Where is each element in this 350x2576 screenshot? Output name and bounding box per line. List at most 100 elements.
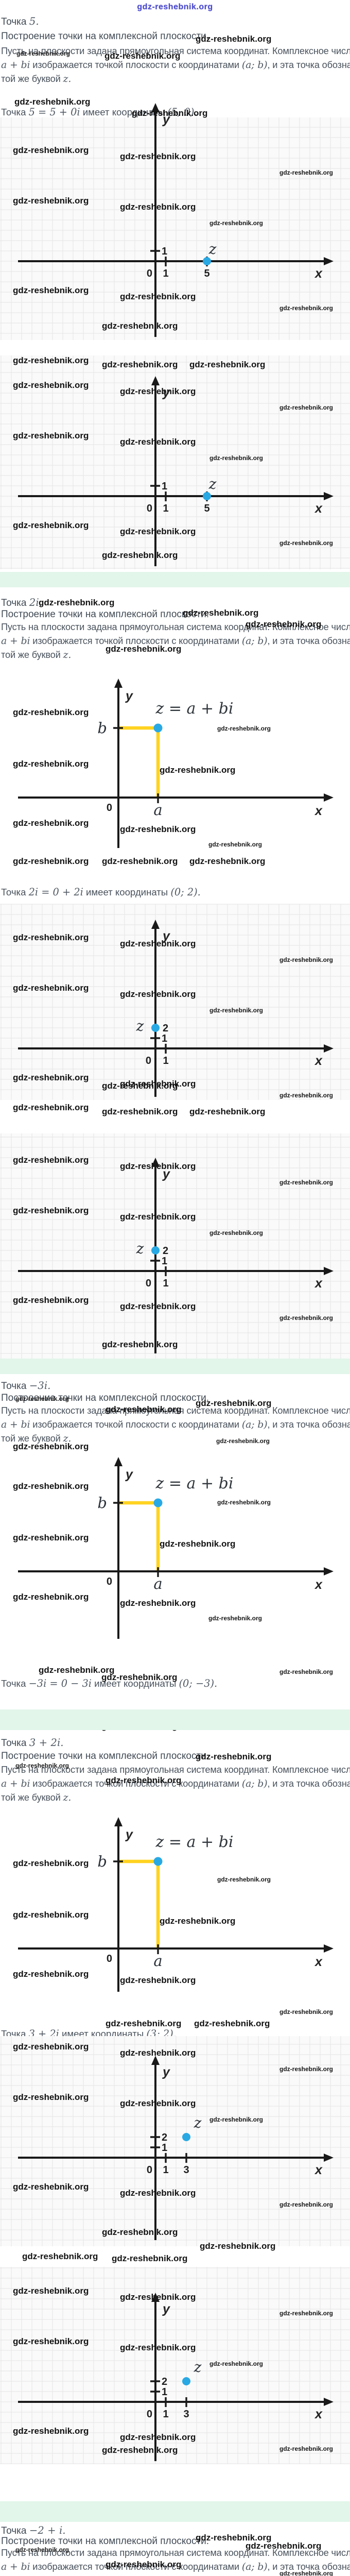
svg-text:1: 1: [163, 1278, 168, 1289]
watermark: gdz-reshebnik.org: [22, 2251, 98, 2261]
intro-line-1: Пусть на плоскости задана прямоугольная …: [1, 1765, 350, 1775]
svg-text:gdz-reshebnik.org: gdz-reshebnik.org: [13, 2182, 89, 2192]
svg-text:gdz-reshebnik.org: gdz-reshebnik.org: [13, 1592, 89, 1602]
svg-text:gdz-reshebnik.org: gdz-reshebnik.org: [120, 437, 196, 447]
svg-text:gdz-reshebnik.org: gdz-reshebnik.org: [13, 1858, 89, 1868]
intro-line-2: a + bi изображается точкой плоскости с к…: [1, 2561, 350, 2572]
svg-text:gdz-reshebnik.org: gdz-reshebnik.org: [120, 824, 196, 834]
svg-text:1: 1: [162, 246, 167, 257]
svg-text:gdz-reshebnik.org: gdz-reshebnik.org: [160, 1916, 235, 1926]
svg-text:gdz-reshebnik.org: gdz-reshebnik.org: [13, 2092, 89, 2102]
svg-text:gdz-reshebnik.org: gdz-reshebnik.org: [209, 1007, 263, 1014]
svg-text:a: a: [153, 801, 162, 819]
svg-text:gdz-reshebnik.org: gdz-reshebnik.org: [102, 2445, 178, 2455]
svg-text:1: 1: [163, 503, 168, 514]
svg-text:x: x: [314, 2163, 323, 2177]
section-title-tochka-minus-2-plus-i: Точка −2 + i.: [1, 2524, 66, 2536]
svg-text:gdz-reshebnik.org: gdz-reshebnik.org: [279, 2310, 333, 2317]
svg-text:gdz-reshebnik.org: gdz-reshebnik.org: [120, 2048, 196, 2058]
svg-text:gdz-reshebnik.org: gdz-reshebnik.org: [160, 1539, 235, 1549]
svg-text:gdz-reshebnik.org: gdz-reshebnik.org: [13, 983, 89, 993]
svg-text:gdz-reshebnik.org: gdz-reshebnik.org: [13, 2426, 89, 2436]
svg-text:gdz-reshebnik.org: gdz-reshebnik.org: [279, 2065, 333, 2073]
svg-text:0: 0: [146, 1055, 151, 1066]
watermark: gdz-reshebnik.org: [189, 1107, 266, 1116]
intro-line-2: a + bi изображается точкой плоскости с к…: [1, 59, 350, 71]
svg-text:gdz-reshebnik.org: gdz-reshebnik.org: [13, 520, 89, 530]
svg-text:gdz-reshebnik.org: gdz-reshebnik.org: [209, 219, 263, 227]
watermark: gdz-reshebnik.org: [101, 1672, 178, 1682]
watermark: gdz-reshebnik.org: [279, 2570, 334, 2576]
svg-text:gdz-reshebnik.org: gdz-reshebnik.org: [13, 431, 89, 440]
svg-text:z = a + bi: z = a + bi: [155, 700, 234, 718]
watermark: gdz-reshebnik.org: [112, 2253, 188, 2263]
statement-tochka-minus-3i: Точка −3i = 0 − 3i имеет координаты (0; …: [1, 1677, 218, 1689]
svg-text:0: 0: [147, 268, 152, 279]
complex-plane-plot: gdz-reshebnik.org gdz-reshebnik.org gdz-re…: [0, 1133, 350, 1359]
svg-text:y: y: [162, 112, 170, 127]
watermark: gdz-reshebnik.org: [13, 355, 89, 365]
svg-text:gdz-reshebnik.org: gdz-reshebnik.org: [120, 1301, 196, 1311]
svg-text:gdz-reshebnik.org: gdz-reshebnik.org: [13, 285, 89, 295]
watermark: gdz-reshebnik.org: [102, 1107, 178, 1116]
svg-text:gdz-reshebnik.org: gdz-reshebnik.org: [209, 1229, 263, 1236]
intro-line-2: a + bi изображается точкой плоскости с к…: [1, 1419, 350, 1430]
svg-text:gdz-reshebnik.org: gdz-reshebnik.org: [217, 1499, 271, 1506]
site-header: gdz-reshebnik.org: [137, 3, 213, 11]
svg-text:y: y: [125, 689, 133, 703]
svg-text:1: 1: [163, 268, 168, 279]
watermark: gdz-reshebnik.org: [279, 2008, 334, 2015]
svg-text:gdz-reshebnik.org: gdz-reshebnik.org: [120, 527, 196, 536]
svg-text:x: x: [314, 266, 323, 281]
svg-text:gdz-reshebnik.org: gdz-reshebnik.org: [13, 2286, 89, 2296]
section-title-tochka-5: Точка 5.: [1, 15, 39, 27]
svg-text:z: z: [136, 1018, 144, 1035]
section-title-tochka-2i: Точка 2i.: [1, 597, 42, 608]
section-subtitle: Построение точки на комплексной плоскост…: [1, 1393, 209, 1403]
svg-text:0: 0: [107, 802, 112, 814]
svg-text:gdz-reshebnik.org: gdz-reshebnik.org: [279, 304, 333, 312]
svg-text:gdz-reshebnik.org: gdz-reshebnik.org: [217, 725, 271, 732]
svg-text:1: 1: [162, 2142, 167, 2154]
svg-text:y: y: [162, 2302, 170, 2316]
svg-text:0: 0: [147, 503, 152, 514]
svg-text:x: x: [314, 1578, 323, 1592]
svg-text:gdz-reshebnik.org: gdz-reshebnik.org: [13, 759, 89, 769]
section-title-tochka-minus-3i: Точка −3i.: [1, 1380, 51, 1392]
svg-text:x: x: [314, 1955, 323, 1969]
watermark: gdz-reshebnik.org: [13, 856, 89, 866]
watermark: gdz-reshebnik.org: [102, 856, 178, 866]
intro-line-1: Пусть на плоскости задана прямоугольная …: [1, 622, 350, 632]
svg-text:gdz-reshebnik.org: gdz-reshebnik.org: [120, 989, 196, 999]
svg-text:gdz-reshebnik.org: gdz-reshebnik.org: [279, 1179, 333, 1186]
svg-text:gdz-reshebnik.org: gdz-reshebnik.org: [102, 1081, 178, 1091]
svg-text:gdz-reshebnik.org: gdz-reshebnik.org: [279, 1314, 333, 1321]
svg-text:gdz-reshebnik.org: gdz-reshebnik.org: [120, 1598, 196, 1608]
svg-text:b: b: [97, 1494, 107, 1512]
svg-text:y: y: [162, 1167, 170, 1181]
svg-text:gdz-reshebnik.org: gdz-reshebnik.org: [13, 1155, 89, 1165]
svg-text:0: 0: [147, 2164, 152, 2176]
svg-text:1: 1: [162, 2386, 167, 2398]
watermark: gdz-reshebnik.org: [189, 360, 266, 369]
svg-text:1: 1: [162, 481, 167, 492]
intro-line-3: той же буквой z.: [1, 649, 72, 660]
svg-text:z: z: [136, 1240, 144, 1257]
svg-text:gdz-reshebnik.org: gdz-reshebnik.org: [208, 841, 262, 848]
section-subtitle: Построение точки на комплексной плоскост…: [1, 609, 209, 620]
watermark: gdz-reshebnik.org: [16, 50, 71, 57]
generic-diagram: gdz-reshebnik.org gdz-reshebnik.org gdz-re…: [13, 679, 334, 848]
generic-diagram: gdz-reshebnik.org gdz-reshebnik.org gdz-re…: [13, 1457, 334, 1639]
watermark: gdz-reshebnik.org: [189, 856, 266, 866]
svg-text:gdz-reshebnik.org: gdz-reshebnik.org: [13, 1295, 89, 1305]
watermark: gdz-reshebnik.org: [196, 1398, 272, 1408]
statement-tochka-5: Точка 5 = 5 + 0i имеет координаты (5; 0)…: [1, 106, 198, 118]
svg-text:gdz-reshebnik.org: gdz-reshebnik.org: [120, 292, 196, 301]
svg-text:y: y: [162, 929, 170, 943]
svg-text:gdz-reshebnik.org: gdz-reshebnik.org: [120, 2188, 196, 2198]
svg-text:a: a: [153, 1575, 162, 1592]
watermark: gdz-reshebnik.org: [196, 34, 272, 44]
svg-text:gdz-reshebnik.org: gdz-reshebnik.org: [279, 2445, 333, 2452]
section-subtitle: Построение точки на комплексной плоскост…: [1, 1751, 209, 1761]
svg-text:gdz-reshebnik.org: gdz-reshebnik.org: [160, 765, 235, 775]
